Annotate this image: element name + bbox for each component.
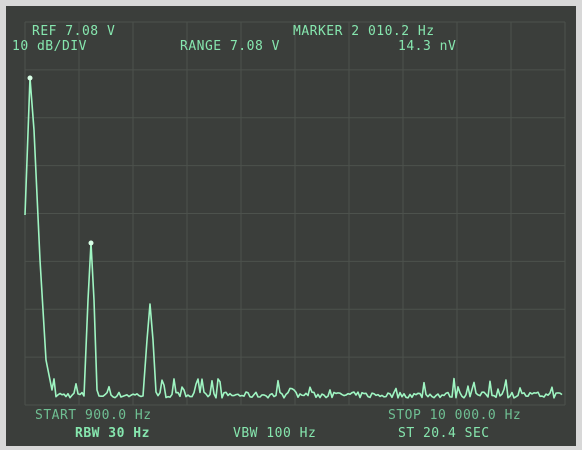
marker-amplitude: 14.3 nV: [398, 39, 456, 54]
ref-level: REF 7.08 V: [32, 24, 115, 39]
peak-marker: [28, 76, 33, 81]
peak-marker: [89, 241, 94, 246]
marker-frequency: MARKER 2 010.2 Hz: [293, 24, 435, 39]
stop-frequency: STOP 10 000.0 Hz: [388, 408, 521, 423]
range: RANGE 7.08 V: [180, 39, 280, 54]
start-frequency: START 900.0 Hz: [35, 408, 152, 423]
vbw: VBW 100 Hz: [233, 426, 316, 441]
screen-background: [6, 6, 576, 446]
sweep-time: ST 20.4 SEC: [398, 426, 490, 441]
scale: 10 dB/DIV: [12, 39, 87, 54]
rbw: RBW 30 Hz: [75, 426, 150, 441]
analyzer-screen: REF 7.08 V 10 dB/DIV RANGE 7.08 V MARKER…: [0, 0, 582, 450]
